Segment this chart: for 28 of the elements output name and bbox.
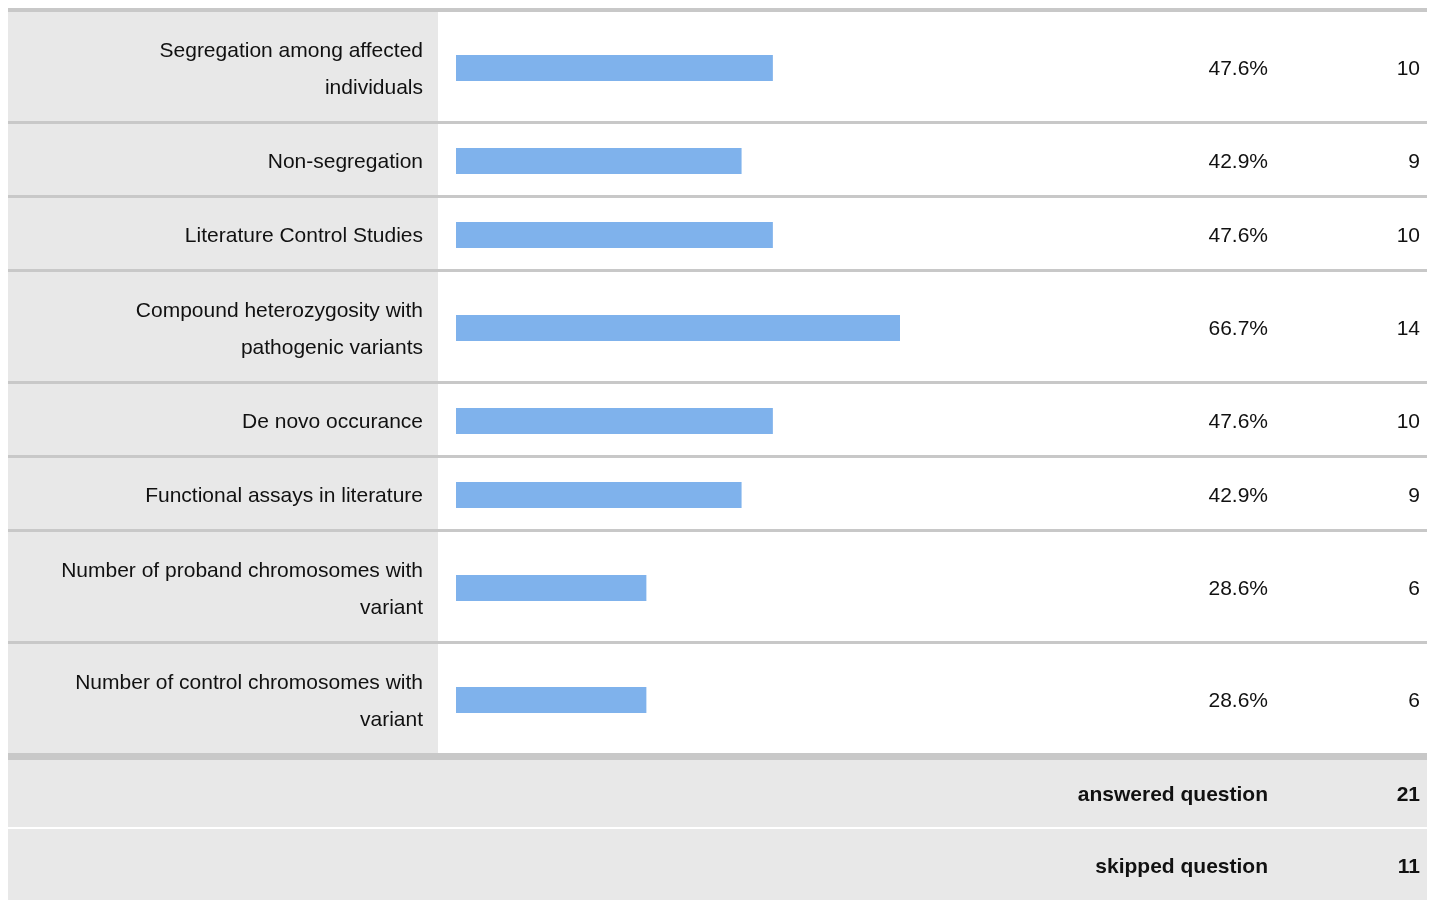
data-label: 47.6% (1208, 223, 1268, 247)
y-tick-label: Segregation among affected individuals (159, 37, 423, 98)
data-label: 28.6% (1208, 688, 1268, 712)
data-label: 42.9% (1208, 483, 1268, 507)
data-label: 42.9% (1208, 149, 1268, 173)
text: 21 (1396, 782, 1421, 806)
text: 10 (1396, 409, 1420, 433)
y-tick-label: Functional assays in literature (145, 483, 423, 507)
text: 10 (1396, 223, 1420, 247)
y-tick-label: Non-segregation (267, 149, 423, 173)
data-label: 28.6% (1208, 576, 1268, 600)
text: 9 (1408, 149, 1420, 173)
y-tick-label: Literature Control Studies (184, 223, 423, 247)
text: 10 (1396, 56, 1420, 80)
text: 6 (1408, 688, 1420, 712)
text: 9 (1408, 483, 1420, 507)
data-label: 47.6% (1208, 56, 1268, 80)
text: answered question (1077, 782, 1268, 806)
text: 6 (1408, 576, 1420, 600)
text: 14 (1396, 316, 1421, 340)
y-tick-label: Compound heterozygosity with pathogenic variants (135, 297, 423, 358)
data-label: 47.6% (1208, 409, 1268, 433)
y-tick-label: Number of proband chromosomes with variant (61, 557, 424, 618)
y-tick-label: De novo occurance (242, 409, 423, 433)
y-tick-label: Number of control chromosomes with variant (75, 669, 424, 730)
text: skipped question (1095, 854, 1268, 878)
text: 11 (1397, 854, 1421, 878)
data-label: 66.7% (1208, 316, 1268, 340)
